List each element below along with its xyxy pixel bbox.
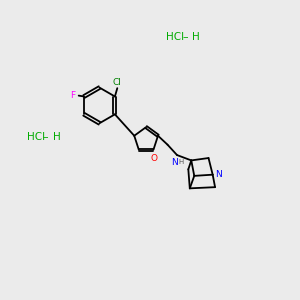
Text: H: H [179,159,184,165]
Text: Cl: Cl [113,78,122,87]
Text: HCl: HCl [27,132,45,142]
Text: F: F [70,91,75,100]
Text: N: N [215,169,222,178]
Text: HCl: HCl [166,32,184,42]
Text: H: H [192,32,200,42]
Text: –: – [182,32,188,42]
Text: N: N [171,158,178,167]
Text: O: O [151,154,158,163]
Text: –: – [43,132,48,142]
Text: H: H [52,132,60,142]
